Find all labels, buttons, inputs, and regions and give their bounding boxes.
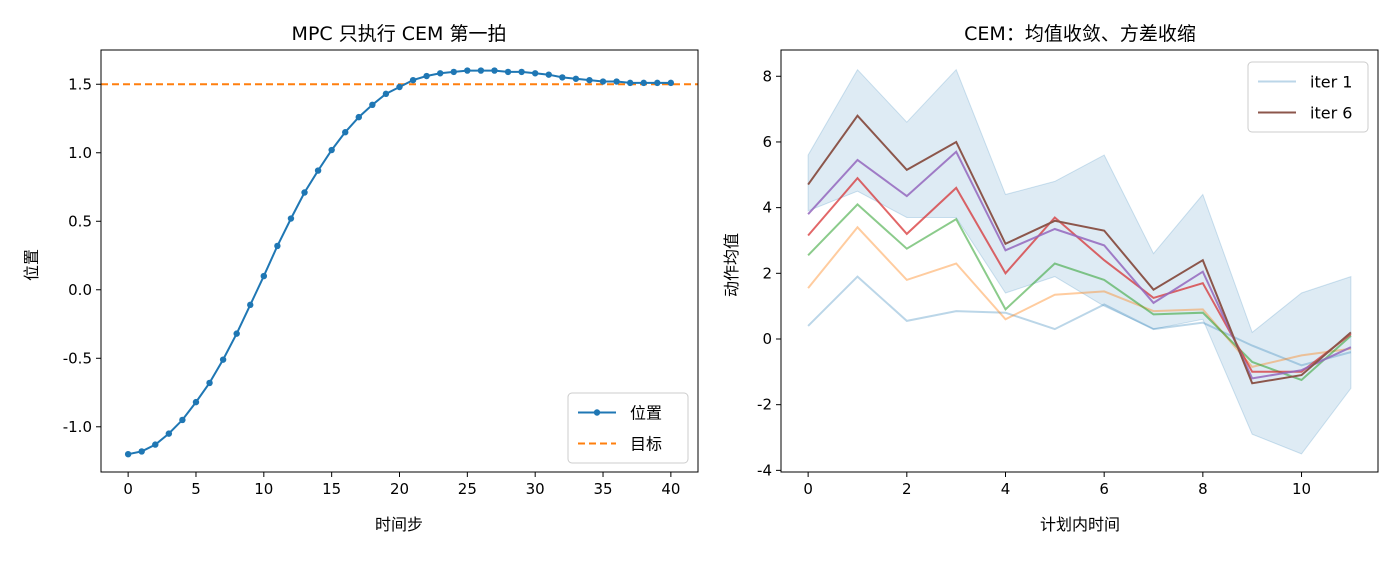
position-point <box>667 79 675 87</box>
mean-series-line-5 <box>807 150 1352 380</box>
x-tick-label: 8 <box>1198 480 1208 498</box>
legend-label: iter 1 <box>1310 73 1352 92</box>
position-point <box>559 74 566 81</box>
x-tick-label: 0 <box>123 480 133 498</box>
position-point <box>179 416 186 424</box>
position-point <box>328 146 335 154</box>
position-point <box>219 356 227 363</box>
y-tick-label: -4 <box>757 461 772 479</box>
legend-frame <box>567 392 689 464</box>
x-tick-label: 5 <box>191 480 201 498</box>
legend-label: 位置 <box>630 404 662 423</box>
position-point <box>409 76 417 84</box>
y-tick-label: 4 <box>762 199 772 217</box>
position-point <box>369 101 376 109</box>
y-tick-label: 0.0 <box>68 281 92 299</box>
x-tick-label: 6 <box>1099 480 1109 498</box>
x-tick-label: 4 <box>1001 480 1011 498</box>
chart-title: CEM：均值收敛、方差收缩 <box>964 23 1196 45</box>
mean-series-line-1 <box>807 275 1352 367</box>
chart-title: MPC 只执行 CEM 第一拍 <box>292 23 507 45</box>
y-axis-label: 动作均值 <box>722 233 741 297</box>
legend-marker <box>593 409 601 416</box>
mean-series-line-4 <box>807 176 1352 373</box>
y-axis-label: 位置 <box>22 249 41 281</box>
position-point <box>138 448 145 455</box>
position-point <box>504 68 512 76</box>
x-tick-label: 25 <box>458 480 477 498</box>
position-point <box>314 167 322 174</box>
position-point <box>152 441 159 448</box>
position-point <box>572 75 580 82</box>
x-tick-label: 0 <box>803 480 813 498</box>
position-point <box>165 430 173 437</box>
position-point <box>613 78 620 85</box>
position-point <box>545 71 552 78</box>
position-point <box>518 68 525 76</box>
x-tick-label: 30 <box>526 480 545 498</box>
position-point <box>274 242 281 250</box>
position-point <box>599 78 607 85</box>
y-tick-label: 2 <box>762 264 772 282</box>
legend-label: 目标 <box>630 435 662 454</box>
x-axis-label: 时间步 <box>375 515 423 534</box>
chart-cem: CEM：均值收敛、方差收缩 计划内时间 动作均值 0 2 4 6 8 10 -4 -2 0 2 4 6… <box>722 23 1379 534</box>
position-point <box>247 301 254 309</box>
position-point <box>450 68 457 76</box>
x-axis-label: 计划内时间 <box>1040 515 1120 534</box>
x-tick-label: 2 <box>902 480 912 498</box>
position-point <box>192 398 200 406</box>
x-tick-label: 10 <box>1292 480 1311 498</box>
position-point <box>301 189 308 196</box>
y-tick-label: -1.0 <box>63 418 92 436</box>
position-point <box>233 330 240 337</box>
position-point <box>260 272 268 280</box>
y-tick-label: 1.0 <box>68 144 92 162</box>
position-point <box>382 90 390 98</box>
plot-area <box>101 67 698 458</box>
legend-label: iter 6 <box>1310 104 1352 123</box>
position-point <box>477 67 485 74</box>
position-point <box>531 70 539 77</box>
x-tick-label: 15 <box>322 480 341 498</box>
mean-series-line-6 <box>807 114 1352 385</box>
y-tick-label: -2 <box>757 396 772 414</box>
axes-frame <box>100 49 699 473</box>
y-tick-label: 1.5 <box>68 75 92 93</box>
y-tick-label: 0 <box>762 330 772 348</box>
plot-area <box>807 68 1352 455</box>
position-point <box>464 67 471 74</box>
y-tick-label: -0.5 <box>63 349 92 367</box>
position-point <box>586 76 593 84</box>
x-tick-label: 20 <box>390 480 409 498</box>
position-point <box>491 67 498 74</box>
position-point <box>654 79 661 87</box>
position-point <box>206 379 213 387</box>
position-point <box>355 113 362 121</box>
position-point <box>423 72 430 80</box>
x-tick-label: 35 <box>593 480 612 498</box>
std-band <box>807 68 1352 455</box>
position-point <box>640 79 647 87</box>
x-tick-label: 10 <box>254 480 273 498</box>
position-point <box>124 450 132 458</box>
axes-frame <box>780 49 1379 473</box>
mean-series-line-3 <box>807 203 1352 382</box>
position-point <box>396 83 403 91</box>
legend-frame <box>1247 61 1369 133</box>
y-tick-label: 0.5 <box>68 212 92 230</box>
y-tick-label: 8 <box>762 67 772 85</box>
legend: iter 1 iter 6 <box>1247 61 1369 133</box>
position-point <box>626 79 634 87</box>
chart-position: MPC 只执行 CEM 第一拍 时间步 位置 0 5 10 15 20 25 30 35 40 -… <box>22 23 699 534</box>
position-point <box>437 70 444 77</box>
position-point <box>287 215 295 222</box>
x-tick-label: 40 <box>661 480 680 498</box>
y-tick-label: 6 <box>762 133 772 151</box>
position-point <box>342 129 349 136</box>
